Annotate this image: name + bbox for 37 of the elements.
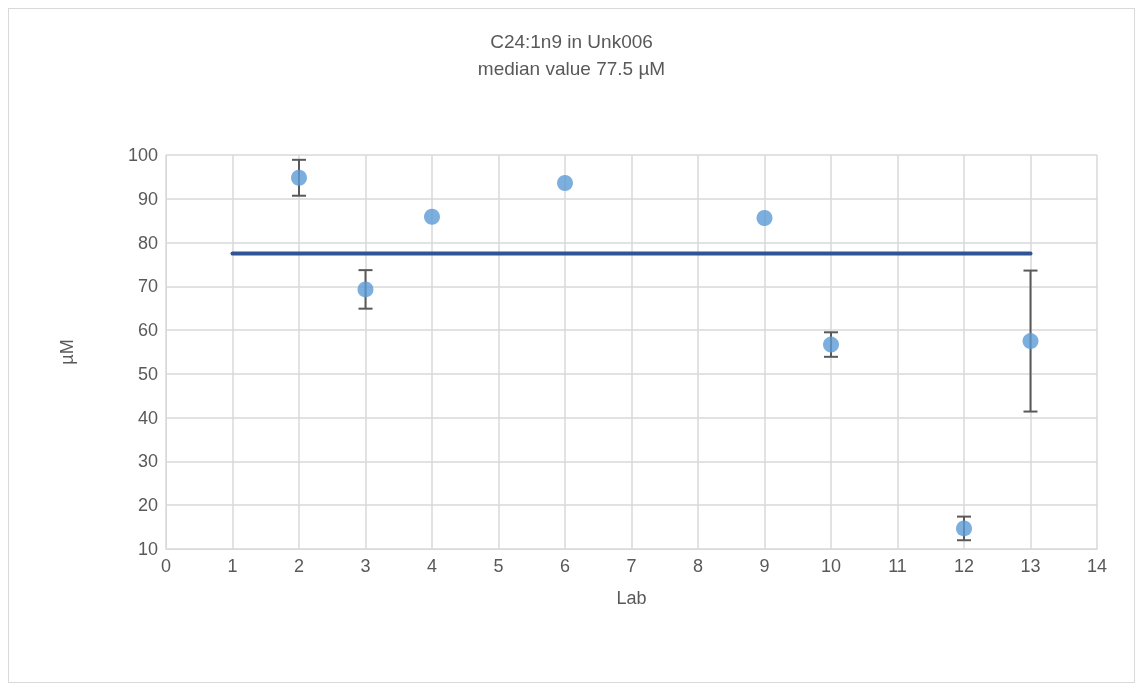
x-axis-title: Lab <box>616 588 647 608</box>
chart-title: C24:1n9 in Unk006 <box>490 31 653 52</box>
x-tick-label: 10 <box>820 556 842 576</box>
x-tick-label: 0 <box>160 556 172 576</box>
y-axis-title: µM <box>57 339 77 365</box>
x-tick-label: 2 <box>293 556 305 576</box>
x-tick-label: 11 <box>888 556 907 576</box>
x-tick-label: 14 <box>1086 556 1108 576</box>
x-tick-label: 8 <box>692 556 704 576</box>
x-tick-label: 13 <box>1020 556 1041 576</box>
y-tick-label: 70 <box>137 276 158 297</box>
y-tick-label: 10 <box>137 539 158 559</box>
y-tick-label: 20 <box>137 495 158 516</box>
point <box>823 336 839 353</box>
point <box>756 210 773 227</box>
chart-subtitle: median value 77.5 µM <box>477 58 666 79</box>
x-tick-label: 1 <box>227 556 238 576</box>
y-tick-label: 60 <box>137 320 158 341</box>
point <box>357 281 374 298</box>
point <box>956 520 972 537</box>
y-tick-label: 90 <box>137 188 158 209</box>
x-tick-label: 4 <box>426 556 438 576</box>
x-tick-label: 6 <box>559 556 571 576</box>
x-tick-label: 5 <box>493 556 504 576</box>
y-tick-label: 40 <box>137 407 158 428</box>
point <box>1022 333 1039 350</box>
point <box>424 208 440 225</box>
x-tick-label: 7 <box>626 556 637 576</box>
y-tick-label: 80 <box>137 232 158 253</box>
y-tick-label: 100 <box>127 145 158 165</box>
y-tick-label: 30 <box>137 451 158 472</box>
x-tick-label: 12 <box>953 556 975 576</box>
x-tick-label: 9 <box>759 556 770 576</box>
point <box>557 175 573 192</box>
x-tick-label: 3 <box>360 556 371 576</box>
y-tick-label: 50 <box>137 363 158 384</box>
point <box>291 169 307 186</box>
